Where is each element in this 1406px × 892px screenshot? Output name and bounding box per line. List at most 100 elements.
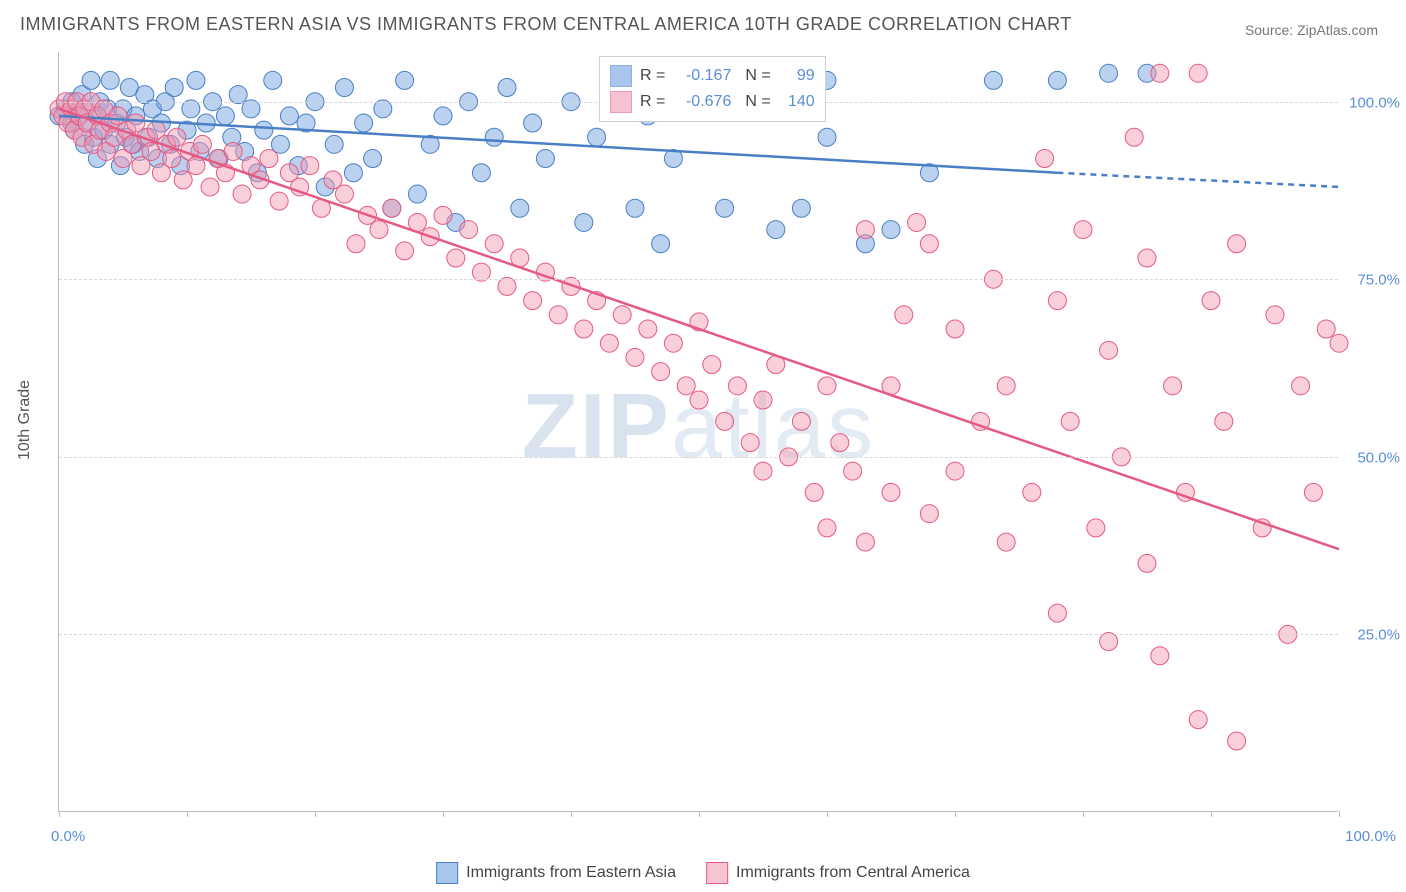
data-point xyxy=(549,306,567,324)
data-point xyxy=(754,462,772,480)
data-point xyxy=(856,533,874,551)
data-point xyxy=(677,377,695,395)
n-label: N = xyxy=(745,93,770,111)
x-tick xyxy=(315,811,316,817)
legend-swatch xyxy=(706,862,728,884)
data-point xyxy=(447,249,465,267)
data-point xyxy=(920,235,938,253)
data-point xyxy=(301,157,319,175)
source-label: Source: ZipAtlas.com xyxy=(1245,22,1378,38)
data-point xyxy=(1292,377,1310,395)
data-point xyxy=(1061,412,1079,430)
n-value: 140 xyxy=(779,93,815,111)
y-axis-title: 10th Grade xyxy=(16,380,34,460)
data-point xyxy=(1100,64,1118,82)
data-point xyxy=(882,483,900,501)
y-tick-label: 100.0% xyxy=(1349,94,1400,111)
x-tick xyxy=(443,811,444,817)
data-point xyxy=(1151,64,1169,82)
data-point xyxy=(818,377,836,395)
legend-label: Immigrants from Central America xyxy=(736,864,970,882)
data-point xyxy=(511,199,529,217)
data-point xyxy=(818,128,836,146)
data-point xyxy=(434,206,452,224)
gridline: 25.0% xyxy=(59,634,1338,635)
data-point xyxy=(1048,292,1066,310)
data-point xyxy=(174,171,192,189)
data-point xyxy=(396,242,414,260)
series-swatch xyxy=(610,65,632,87)
data-point xyxy=(364,150,382,168)
chart-svg xyxy=(59,52,1338,811)
x-tick xyxy=(699,811,700,817)
data-point xyxy=(600,334,618,352)
data-point xyxy=(946,320,964,338)
data-point xyxy=(335,79,353,97)
data-point xyxy=(626,199,644,217)
data-point xyxy=(741,434,759,452)
data-point xyxy=(818,519,836,537)
y-tick-label: 25.0% xyxy=(1357,627,1400,644)
data-point xyxy=(101,71,119,89)
data-point xyxy=(434,107,452,125)
data-point xyxy=(856,221,874,239)
data-point xyxy=(1138,249,1156,267)
data-point xyxy=(1048,604,1066,622)
data-point xyxy=(1138,554,1156,572)
x-tick xyxy=(827,811,828,817)
x-axis-max-label: 100.0% xyxy=(1345,828,1396,845)
data-point xyxy=(767,221,785,239)
data-point xyxy=(1048,71,1066,89)
data-point xyxy=(1215,412,1233,430)
data-point xyxy=(626,348,644,366)
data-point xyxy=(690,391,708,409)
data-point xyxy=(524,292,542,310)
data-point xyxy=(216,107,234,125)
gridline: 50.0% xyxy=(59,457,1338,458)
r-label: R = xyxy=(640,93,665,111)
x-tick xyxy=(59,811,60,817)
data-point xyxy=(1125,128,1143,146)
data-point xyxy=(1304,483,1322,501)
data-point xyxy=(831,434,849,452)
stats-box: R = -0.167 N = 99 R = -0.676 N = 140 xyxy=(599,56,826,122)
trend-line-dashed xyxy=(1057,173,1339,187)
data-point xyxy=(355,114,373,132)
data-point xyxy=(1164,377,1182,395)
y-tick-label: 50.0% xyxy=(1357,449,1400,466)
trend-line xyxy=(59,109,1339,549)
data-point xyxy=(396,71,414,89)
data-point xyxy=(193,135,211,153)
data-point xyxy=(575,320,593,338)
data-point xyxy=(1074,221,1092,239)
x-tick xyxy=(1083,811,1084,817)
data-point xyxy=(1330,334,1348,352)
data-point xyxy=(920,505,938,523)
data-point xyxy=(460,221,478,239)
data-point xyxy=(280,107,298,125)
data-point xyxy=(588,128,606,146)
data-point xyxy=(844,462,862,480)
stats-row: R = -0.676 N = 140 xyxy=(610,89,815,115)
data-point xyxy=(524,114,542,132)
data-point xyxy=(895,306,913,324)
data-point xyxy=(754,391,772,409)
data-point xyxy=(82,71,100,89)
data-point xyxy=(997,377,1015,395)
x-axis-min-label: 0.0% xyxy=(51,828,85,845)
data-point xyxy=(1100,341,1118,359)
stats-row: R = -0.167 N = 99 xyxy=(610,63,815,89)
x-tick xyxy=(571,811,572,817)
data-point xyxy=(347,235,365,253)
data-point xyxy=(997,533,1015,551)
data-point xyxy=(224,142,242,160)
data-point xyxy=(163,150,181,168)
x-tick xyxy=(187,811,188,817)
data-point xyxy=(485,128,503,146)
data-point xyxy=(370,221,388,239)
data-point xyxy=(575,213,593,231)
data-point xyxy=(1036,150,1054,168)
r-value: -0.167 xyxy=(673,67,731,85)
data-point xyxy=(664,334,682,352)
data-point xyxy=(1189,711,1207,729)
